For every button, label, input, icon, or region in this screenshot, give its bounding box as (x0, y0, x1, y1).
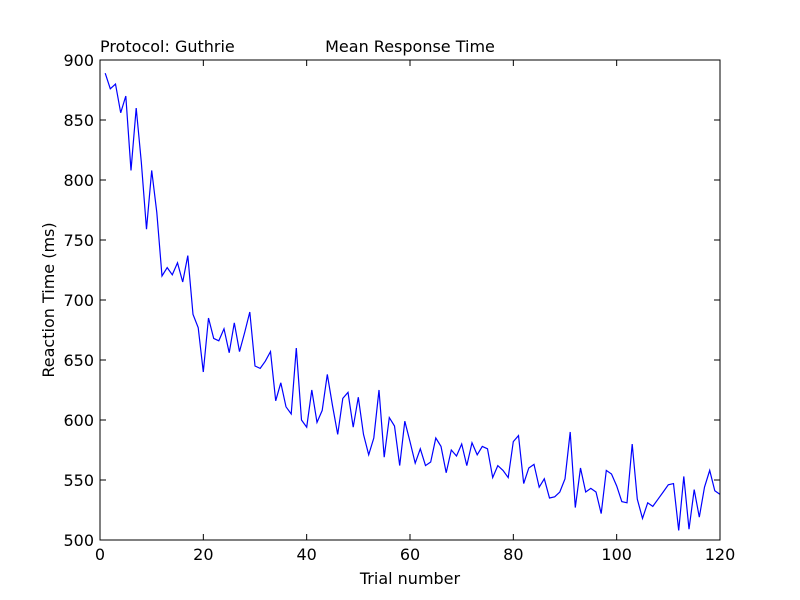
x-tick-label: 60 (400, 545, 420, 564)
y-tick-label: 900 (63, 51, 94, 70)
chart-title: Mean Response Time (325, 37, 495, 56)
y-tick-label: 800 (63, 171, 94, 190)
y-tick-label: 700 (63, 291, 94, 310)
y-axis-label: Reaction Time (ms) (39, 222, 58, 377)
series-line (104, 73, 721, 531)
y-tick-label: 750 (63, 231, 94, 250)
x-tick-label: 0 (95, 545, 105, 564)
x-tick-label: 120 (705, 545, 736, 564)
x-tick-label: 20 (193, 545, 213, 564)
x-tick-label: 80 (503, 545, 523, 564)
y-tick-label: 500 (63, 531, 94, 550)
y-tick-label: 550 (63, 471, 94, 490)
x-tick-label: 100 (601, 545, 632, 564)
x-axis-label: Trial number (359, 569, 461, 588)
y-tick-label: 650 (63, 351, 94, 370)
plot-frame (99, 59, 721, 541)
series-layer (104, 73, 721, 531)
y-tick-label: 600 (63, 411, 94, 430)
plot-background (100, 60, 720, 540)
ticks-layer: 0 20 40 60 80 100 120 500 550 600 650 700 750 800 850 9… (63, 51, 735, 564)
chart-subtitle: Protocol: Guthrie (100, 37, 235, 56)
x-tick-label: 40 (296, 545, 316, 564)
y-tick-label: 850 (63, 111, 94, 130)
